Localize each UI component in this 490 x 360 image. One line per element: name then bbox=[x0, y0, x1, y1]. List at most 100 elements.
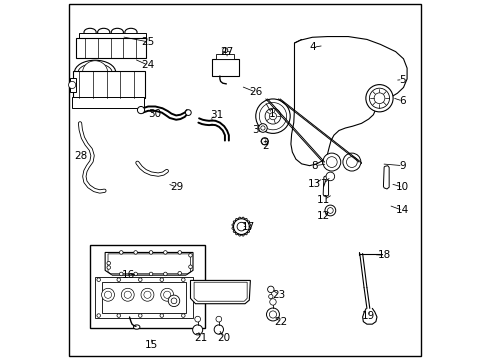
Ellipse shape bbox=[84, 28, 96, 36]
Circle shape bbox=[223, 48, 228, 53]
Text: 21: 21 bbox=[195, 333, 208, 343]
Circle shape bbox=[124, 291, 131, 298]
Circle shape bbox=[346, 157, 357, 167]
Ellipse shape bbox=[133, 325, 140, 329]
Bar bbox=[76, 39, 147, 58]
Text: 13: 13 bbox=[308, 179, 321, 189]
Circle shape bbox=[270, 299, 276, 305]
Text: 16: 16 bbox=[122, 270, 135, 280]
Circle shape bbox=[139, 278, 142, 282]
Bar bbox=[72, 97, 144, 108]
Circle shape bbox=[160, 314, 164, 318]
Circle shape bbox=[325, 205, 336, 216]
Bar bbox=[97, 278, 191, 317]
Circle shape bbox=[270, 311, 276, 318]
Text: 8: 8 bbox=[312, 161, 318, 171]
Bar bbox=[95, 277, 193, 319]
Text: 27: 27 bbox=[220, 46, 234, 57]
Bar bbox=[221, 51, 229, 54]
Circle shape bbox=[214, 325, 223, 334]
Circle shape bbox=[265, 108, 281, 124]
Circle shape bbox=[137, 107, 145, 114]
Circle shape bbox=[164, 272, 167, 276]
Circle shape bbox=[171, 298, 177, 304]
Circle shape bbox=[189, 253, 192, 257]
Text: 14: 14 bbox=[396, 206, 410, 216]
Bar bbox=[101, 282, 186, 313]
Circle shape bbox=[120, 272, 123, 276]
Text: 4: 4 bbox=[310, 42, 317, 52]
Circle shape bbox=[149, 272, 153, 276]
Text: 5: 5 bbox=[399, 75, 406, 85]
Polygon shape bbox=[323, 176, 329, 197]
Ellipse shape bbox=[82, 61, 108, 84]
Text: 30: 30 bbox=[148, 109, 161, 119]
Circle shape bbox=[326, 157, 337, 167]
Text: 20: 20 bbox=[217, 333, 230, 343]
Circle shape bbox=[234, 219, 249, 234]
Text: 11: 11 bbox=[317, 195, 331, 205]
Circle shape bbox=[195, 316, 200, 322]
Circle shape bbox=[134, 251, 137, 254]
Circle shape bbox=[326, 172, 335, 181]
Circle shape bbox=[141, 288, 154, 301]
Bar bbox=[73, 71, 145, 98]
Circle shape bbox=[104, 291, 112, 298]
Circle shape bbox=[117, 278, 121, 282]
Text: 17: 17 bbox=[242, 222, 255, 231]
Text: 12: 12 bbox=[317, 211, 330, 221]
Circle shape bbox=[69, 81, 76, 89]
Polygon shape bbox=[291, 37, 407, 166]
Circle shape bbox=[216, 316, 221, 322]
Circle shape bbox=[259, 103, 287, 130]
Bar bbox=[79, 33, 146, 39]
Circle shape bbox=[181, 278, 185, 282]
Text: 26: 26 bbox=[249, 87, 262, 97]
Circle shape bbox=[261, 138, 269, 145]
Ellipse shape bbox=[78, 63, 112, 81]
Text: 2: 2 bbox=[263, 141, 269, 151]
Bar bbox=[259, 125, 267, 131]
Circle shape bbox=[189, 265, 192, 269]
Circle shape bbox=[168, 295, 180, 307]
Bar bbox=[212, 59, 239, 76]
Circle shape bbox=[193, 325, 203, 335]
Circle shape bbox=[256, 99, 290, 134]
Circle shape bbox=[101, 288, 115, 301]
Circle shape bbox=[267, 308, 279, 321]
Circle shape bbox=[164, 291, 171, 298]
Circle shape bbox=[268, 286, 274, 293]
Ellipse shape bbox=[74, 60, 116, 85]
Circle shape bbox=[366, 85, 393, 112]
Text: 23: 23 bbox=[272, 290, 286, 300]
Circle shape bbox=[149, 251, 153, 254]
Circle shape bbox=[374, 93, 385, 104]
Circle shape bbox=[327, 208, 333, 213]
Bar bbox=[216, 54, 234, 59]
Circle shape bbox=[97, 314, 100, 318]
Circle shape bbox=[269, 294, 273, 299]
Circle shape bbox=[323, 153, 341, 171]
Circle shape bbox=[164, 251, 167, 254]
Text: 25: 25 bbox=[142, 37, 155, 47]
Text: 19: 19 bbox=[362, 311, 375, 321]
Text: 15: 15 bbox=[145, 340, 158, 350]
Circle shape bbox=[369, 88, 390, 108]
Circle shape bbox=[120, 251, 123, 254]
Polygon shape bbox=[191, 280, 250, 304]
Text: 22: 22 bbox=[274, 317, 288, 327]
Polygon shape bbox=[383, 166, 389, 189]
Circle shape bbox=[186, 110, 191, 116]
Ellipse shape bbox=[98, 28, 110, 36]
Ellipse shape bbox=[125, 28, 137, 36]
Text: 24: 24 bbox=[142, 60, 155, 70]
Text: 7: 7 bbox=[320, 179, 327, 189]
Circle shape bbox=[134, 272, 137, 276]
Circle shape bbox=[117, 314, 121, 318]
Text: 18: 18 bbox=[378, 250, 392, 260]
Circle shape bbox=[97, 278, 100, 282]
Circle shape bbox=[259, 124, 267, 132]
Circle shape bbox=[160, 278, 164, 282]
Bar bbox=[70, 78, 76, 92]
Circle shape bbox=[107, 266, 111, 269]
